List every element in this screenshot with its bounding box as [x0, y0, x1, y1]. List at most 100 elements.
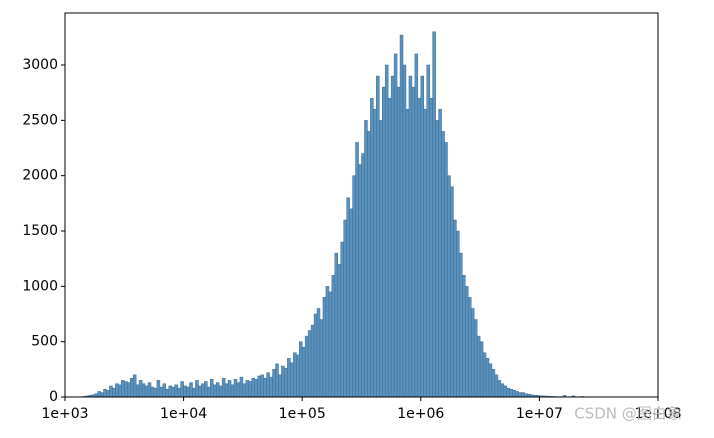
bar: [492, 369, 495, 397]
bar: [462, 275, 465, 397]
bar: [112, 388, 115, 397]
bar: [513, 390, 516, 397]
bar: [98, 391, 101, 397]
y-tick-label: 1000: [22, 278, 58, 294]
bar: [338, 264, 341, 397]
bar: [201, 384, 204, 397]
bar: [181, 382, 184, 397]
bar: [415, 54, 418, 397]
bar: [320, 320, 323, 397]
bar: [474, 320, 477, 397]
bar: [468, 297, 471, 397]
bar: [234, 379, 237, 397]
bar: [397, 87, 400, 397]
bar: [178, 388, 181, 397]
bar: [477, 336, 480, 397]
bar: [495, 375, 498, 397]
bar: [516, 391, 519, 397]
bar: [118, 385, 121, 397]
bar: [311, 325, 314, 397]
bar: [124, 382, 127, 397]
bar: [332, 275, 335, 397]
bar: [388, 98, 391, 397]
bar: [382, 87, 385, 397]
bar: [154, 388, 157, 397]
bar: [172, 387, 175, 397]
bar: [406, 109, 409, 397]
bar: [255, 379, 258, 397]
bar: [107, 390, 110, 397]
bar: [293, 353, 296, 397]
bar: [115, 384, 118, 397]
bar: [273, 369, 276, 397]
bar: [109, 386, 112, 397]
bar: [329, 292, 332, 397]
bar: [308, 331, 311, 397]
bar: [136, 385, 139, 397]
bar: [335, 253, 338, 397]
bar: [121, 380, 124, 397]
x-tick-label: 1e+03: [41, 406, 88, 422]
bar: [364, 120, 367, 397]
bar: [157, 380, 160, 397]
bar: [193, 388, 196, 397]
bar: [207, 387, 210, 397]
bar: [284, 368, 287, 397]
bar: [278, 375, 281, 397]
bar: [480, 342, 483, 397]
bar: [376, 76, 379, 397]
bar: [264, 378, 267, 397]
bar: [436, 120, 439, 397]
bar: [240, 377, 243, 397]
bar: [169, 386, 172, 397]
bar: [160, 387, 163, 397]
bar: [519, 393, 522, 397]
bar: [184, 386, 187, 397]
bar: [249, 382, 252, 397]
bar: [361, 154, 364, 397]
y-tick-label: 3000: [22, 57, 58, 73]
bar: [412, 87, 415, 397]
bar: [447, 176, 450, 397]
bar: [270, 377, 273, 397]
x-tick-label: 1e+07: [516, 406, 563, 422]
bar: [465, 286, 468, 397]
bar: [353, 176, 356, 397]
bar: [510, 389, 513, 397]
bar: [243, 384, 246, 397]
bar: [133, 375, 136, 397]
bar: [231, 385, 234, 397]
bar: [424, 109, 427, 397]
bar: [350, 209, 353, 397]
bar: [504, 386, 507, 397]
bar: [299, 342, 302, 397]
bar: [498, 380, 501, 397]
y-tick-label: 0: [49, 389, 58, 405]
bar: [210, 379, 213, 397]
bar: [341, 242, 344, 397]
bar: [379, 120, 382, 397]
bar: [421, 76, 424, 397]
watermark: CSDN @图白象: [574, 405, 682, 423]
bar: [228, 380, 231, 397]
bar: [213, 385, 216, 397]
bar: [373, 109, 376, 397]
x-tick-label: 1e+04: [160, 406, 207, 422]
bar: [252, 378, 255, 397]
bar: [391, 76, 394, 397]
bar: [281, 366, 284, 397]
bar: [370, 98, 373, 397]
bar: [403, 65, 406, 397]
bar: [219, 386, 222, 397]
bar: [101, 393, 104, 397]
bar: [290, 363, 293, 397]
y-tick-label: 2500: [22, 112, 58, 128]
bar: [522, 393, 525, 397]
x-tick-label: 1e+05: [279, 406, 326, 422]
bar: [367, 131, 370, 397]
bar: [302, 347, 305, 397]
bar: [501, 384, 504, 397]
bar: [442, 131, 445, 397]
bar: [145, 386, 148, 397]
bar: [489, 364, 492, 397]
